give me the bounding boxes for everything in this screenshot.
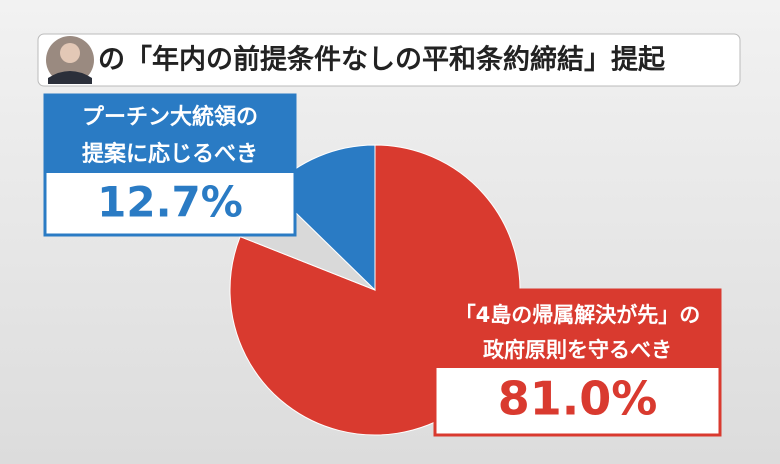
- portrait-suit: [48, 71, 92, 84]
- category-label: 「4島の帰属解決が先」の: [455, 303, 701, 327]
- category-label: プーチン大統領の: [82, 104, 258, 130]
- callout-header: [45, 95, 295, 173]
- value-label: 12.7%: [97, 178, 243, 227]
- category-label: 提案に応じるべき: [82, 141, 258, 167]
- callout-header: [435, 290, 720, 368]
- category-label: 政府原則を守るべき: [483, 338, 672, 362]
- portrait-face: [60, 43, 80, 63]
- value-label: 81.0%: [498, 372, 658, 426]
- title-box: [37, 33, 741, 87]
- chart-title: の「年内の前提条件なしの平和条約締結」提起: [98, 44, 666, 76]
